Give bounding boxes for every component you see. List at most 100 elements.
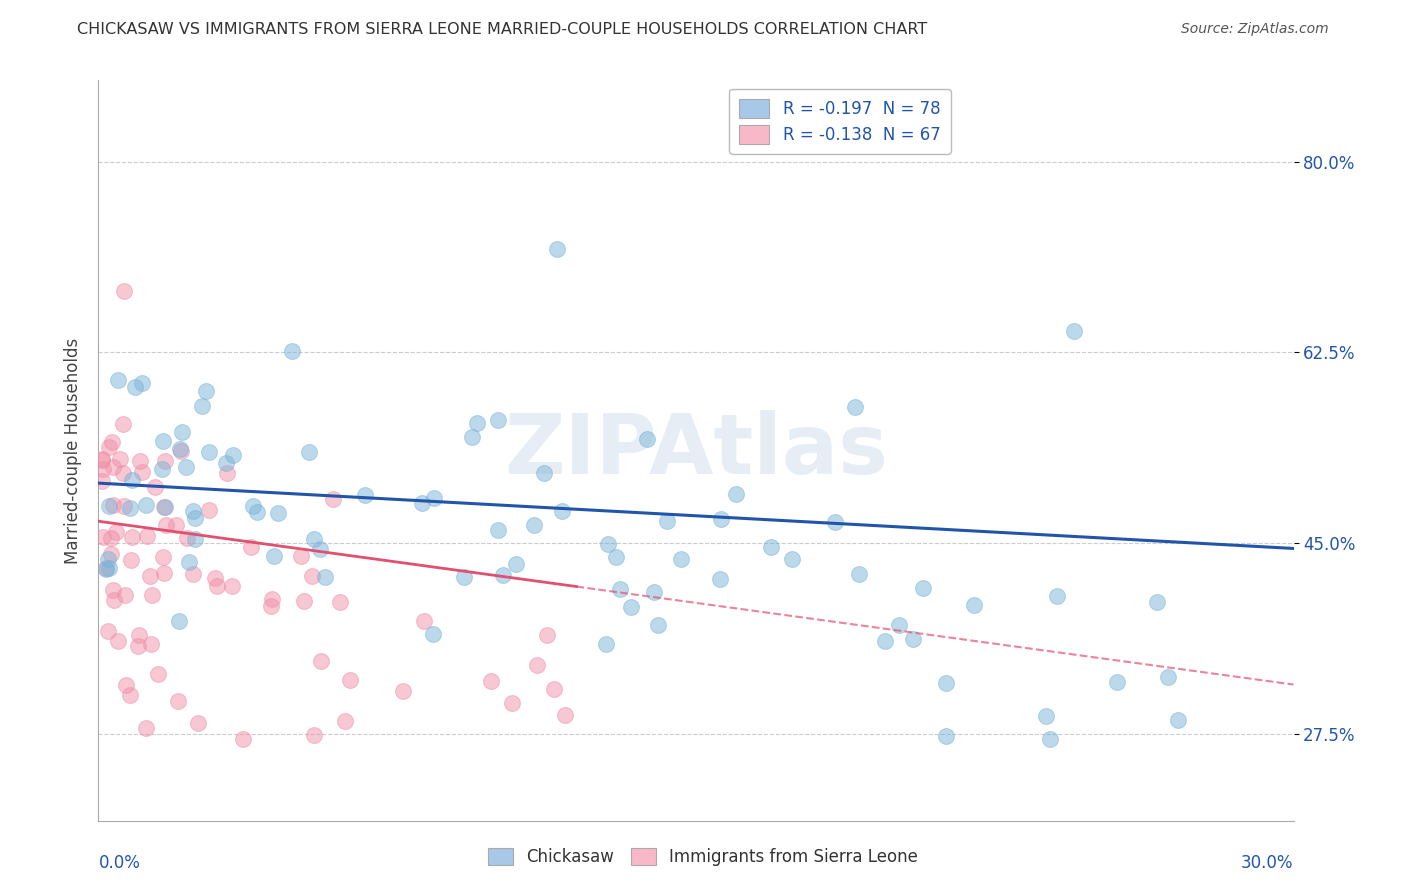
Point	[100, 547, 122, 561]
Point	[135, 721, 157, 735]
Point	[595, 637, 617, 651]
Point	[304, 728, 326, 742]
Point	[486, 523, 509, 537]
Point	[333, 714, 356, 728]
Point	[901, 632, 924, 646]
Point	[292, 593, 315, 607]
Point	[176, 459, 198, 474]
Point	[266, 506, 288, 520]
Point	[643, 584, 665, 599]
Point	[761, 540, 783, 554]
Point	[197, 502, 219, 516]
Point	[453, 570, 475, 584]
Point	[422, 627, 444, 641]
Point	[636, 433, 658, 447]
Point	[657, 514, 679, 528]
Point	[181, 567, 204, 582]
Point	[1035, 708, 1057, 723]
Point	[204, 571, 226, 585]
Point	[120, 553, 142, 567]
Point	[262, 591, 284, 606]
Point	[912, 582, 935, 596]
Point	[533, 467, 555, 481]
Point	[422, 491, 444, 505]
Text: Source: ZipAtlas.com: Source: ZipAtlas.com	[1181, 22, 1329, 37]
Point	[486, 413, 509, 427]
Point	[460, 429, 482, 443]
Point	[101, 459, 124, 474]
Point	[94, 561, 117, 575]
Point	[153, 500, 176, 515]
Point	[198, 445, 221, 459]
Point	[135, 498, 157, 512]
Point	[1167, 713, 1189, 727]
Point	[550, 503, 572, 517]
Point	[97, 624, 120, 638]
Point	[136, 529, 159, 543]
Point	[120, 689, 142, 703]
Point	[671, 552, 693, 566]
Legend: R = -0.197  N = 78, R = -0.138  N = 67: R = -0.197 N = 78, R = -0.138 N = 67	[730, 88, 950, 153]
Point	[647, 617, 669, 632]
Point	[309, 654, 332, 668]
Point	[167, 614, 190, 628]
Point	[546, 242, 568, 256]
Text: CHICKASAW VS IMMIGRANTS FROM SIERRA LEONE MARRIED-COUPLE HOUSEHOLDS CORRELATION : CHICKASAW VS IMMIGRANTS FROM SIERRA LEON…	[77, 22, 928, 37]
Point	[605, 549, 627, 564]
Point	[177, 555, 200, 569]
Point	[97, 551, 120, 566]
Point	[536, 627, 558, 641]
Point	[302, 532, 325, 546]
Point	[501, 697, 523, 711]
Point	[121, 530, 143, 544]
Point	[104, 525, 127, 540]
Point	[91, 452, 114, 467]
Point	[172, 425, 194, 439]
Text: 30.0%: 30.0%	[1241, 854, 1294, 872]
Point	[98, 440, 121, 454]
Text: 0.0%: 0.0%	[98, 854, 141, 872]
Point	[465, 416, 488, 430]
Legend: Chickasaw, Immigrants from Sierra Leone: Chickasaw, Immigrants from Sierra Leone	[479, 840, 927, 875]
Point	[148, 666, 170, 681]
Point	[205, 579, 228, 593]
Point	[596, 537, 619, 551]
Point	[780, 551, 803, 566]
Point	[281, 344, 304, 359]
Point	[112, 417, 135, 431]
Point	[354, 488, 377, 502]
Point	[322, 491, 344, 506]
Point	[101, 435, 124, 450]
Point	[889, 618, 911, 632]
Point	[112, 466, 135, 480]
Point	[724, 487, 747, 501]
Point	[505, 558, 527, 572]
Point	[155, 454, 177, 468]
Point	[152, 434, 174, 448]
Point	[824, 516, 846, 530]
Point	[844, 400, 866, 414]
Point	[121, 473, 143, 487]
Point	[392, 684, 415, 698]
Point	[91, 531, 114, 545]
Point	[150, 462, 173, 476]
Point	[308, 541, 330, 556]
Point	[187, 715, 209, 730]
Point	[176, 531, 198, 545]
Point	[526, 657, 548, 672]
Point	[101, 582, 124, 597]
Point	[221, 578, 243, 592]
Point	[314, 570, 336, 584]
Point	[98, 561, 121, 575]
Point	[153, 566, 176, 580]
Point	[411, 495, 433, 509]
Point	[1039, 731, 1062, 746]
Point	[139, 637, 162, 651]
Point	[215, 466, 238, 480]
Point	[963, 598, 986, 612]
Point	[1046, 590, 1069, 604]
Point	[114, 499, 136, 513]
Point	[195, 384, 218, 398]
Point	[240, 540, 263, 554]
Point	[479, 673, 502, 688]
